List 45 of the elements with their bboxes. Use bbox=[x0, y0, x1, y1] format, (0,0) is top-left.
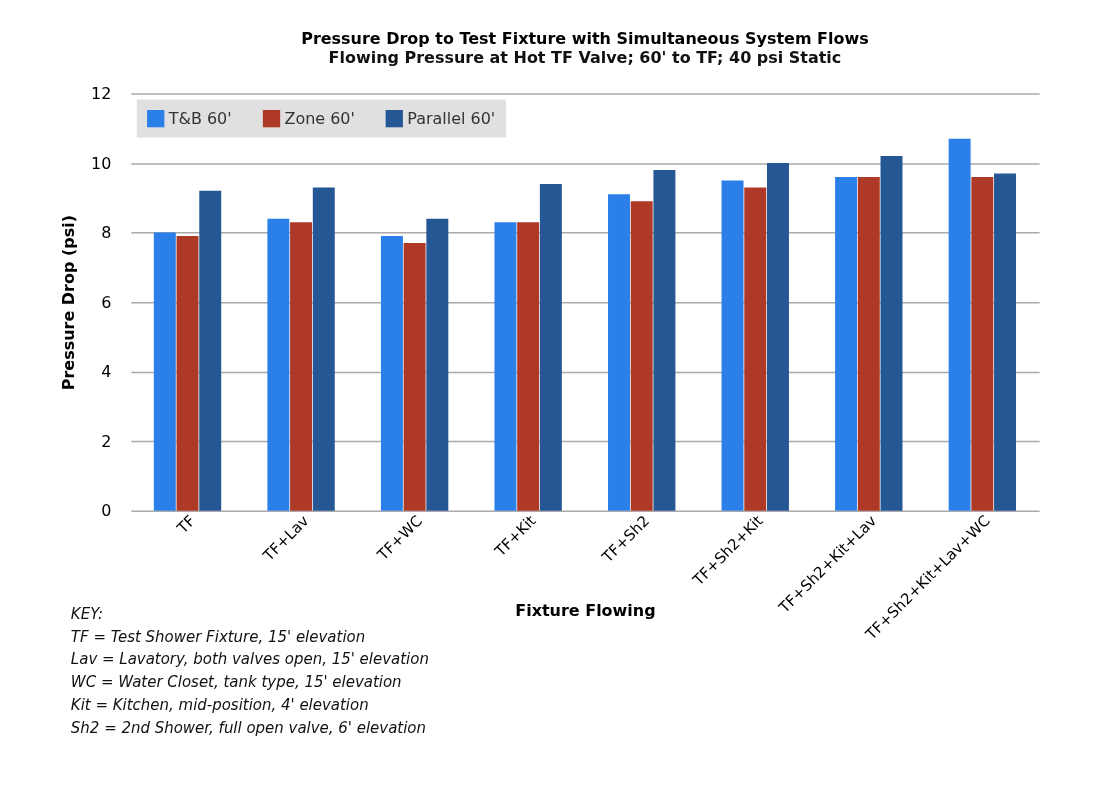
y-tick-label: 10 bbox=[90, 153, 112, 173]
bar bbox=[312, 187, 335, 511]
x-axis-title: Fixture Flowing bbox=[515, 600, 656, 620]
text: WC = Water Closet, tank type, 15' elevation bbox=[70, 673, 402, 692]
y-tick-label: 6 bbox=[101, 292, 112, 312]
bar bbox=[494, 222, 517, 511]
bar bbox=[608, 194, 630, 511]
bar bbox=[744, 187, 767, 511]
chart-title: Pressure Drop to Test Fixture with Simultaneous System Flows bbox=[301, 28, 869, 48]
bar bbox=[267, 218, 290, 511]
bar bbox=[880, 156, 903, 511]
bar bbox=[766, 163, 789, 511]
bar bbox=[539, 183, 562, 511]
bar bbox=[153, 232, 176, 511]
bar bbox=[653, 170, 676, 511]
y-tick-label: 0 bbox=[101, 501, 112, 521]
y-tick-label: 4 bbox=[101, 362, 112, 382]
bar bbox=[721, 180, 744, 511]
text: Sh2 = 2nd Shower, full open valve, 6' elevation bbox=[70, 719, 427, 738]
bar bbox=[630, 201, 653, 511]
bar bbox=[971, 176, 994, 511]
text: TF = Test Shower Fixture, 15' elevation bbox=[70, 627, 366, 646]
bar bbox=[948, 138, 971, 511]
legend-label: Zone 60' bbox=[284, 108, 355, 128]
y-tick-label: 12 bbox=[90, 84, 112, 104]
bar bbox=[176, 236, 199, 511]
bar bbox=[857, 176, 880, 511]
bar bbox=[380, 236, 403, 511]
x-tick-label: TF bbox=[172, 511, 199, 538]
y-tick-label: 8 bbox=[101, 223, 112, 243]
y-axis-title: Pressure Drop (psi) bbox=[59, 215, 79, 391]
bar bbox=[517, 222, 540, 511]
legend-label: Parallel 60' bbox=[407, 108, 496, 128]
bar bbox=[835, 176, 858, 511]
text: Kit = Kitchen, mid-position, 4' elevation bbox=[70, 696, 369, 715]
y-tick-label: 2 bbox=[101, 431, 112, 451]
bar bbox=[426, 218, 449, 511]
bar bbox=[199, 190, 222, 511]
bar bbox=[290, 222, 313, 511]
text: Lav = Lavatory, both valves open, 15' elevation bbox=[70, 650, 429, 669]
bar bbox=[994, 173, 1017, 511]
legend-label: T&B 60' bbox=[167, 108, 232, 128]
chart-subtitle: Flowing Pressure at Hot TF Valve; 60' to TF; 40 psi Static bbox=[328, 47, 842, 67]
bar bbox=[403, 243, 426, 511]
text: KEY: bbox=[70, 604, 104, 623]
